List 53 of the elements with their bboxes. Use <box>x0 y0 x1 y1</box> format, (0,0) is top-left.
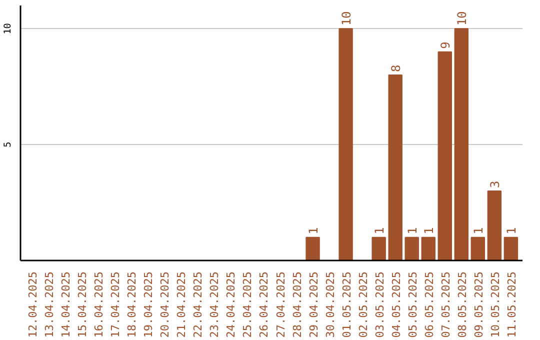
data-label: 1 <box>504 227 518 234</box>
x-tick-label: 11.05.2025 <box>505 271 518 338</box>
data-label: 1 <box>471 227 486 234</box>
x-tick-label: 05.05.2025 <box>406 271 420 338</box>
data-label: 10 <box>454 11 469 26</box>
data-label: 3 <box>488 180 502 188</box>
bar <box>454 28 469 260</box>
bar <box>388 74 402 260</box>
bar <box>438 51 452 260</box>
x-tick-label: 21.04.2025 <box>175 271 188 338</box>
x-tick-label: 15.04.2025 <box>76 271 90 338</box>
x-tick-label: 26.04.2025 <box>258 271 271 338</box>
x-tick-label: 28.04.2025 <box>290 271 304 338</box>
bar <box>470 236 486 260</box>
data-label: 1 <box>372 227 386 234</box>
x-tick-label: 22.04.2025 <box>192 271 205 338</box>
x-tick-label: 10.05.2025 <box>488 271 502 338</box>
data-label: 1 <box>422 227 436 234</box>
y-tick-label: 5 <box>2 142 14 148</box>
x-tick-label: 30.04.2025 <box>324 271 337 338</box>
x-tick-label: 09.05.2025 <box>472 271 486 338</box>
x-tick-label: 13.04.2025 <box>43 271 56 338</box>
data-label: 1 <box>306 227 320 234</box>
data-label: 8 <box>388 64 403 72</box>
x-tick-label: 27.04.2025 <box>274 271 288 338</box>
x-tick-label: 03.05.2025 <box>373 271 386 338</box>
x-tick-label: 29.04.2025 <box>307 271 320 338</box>
x-tick-label: 14.04.2025 <box>60 271 73 338</box>
bar <box>487 190 502 260</box>
data-label: 1 <box>405 227 420 234</box>
x-tick-label: 23.04.2025 <box>208 271 222 338</box>
x-tick-label: 06.05.2025 <box>422 271 436 338</box>
x-tick-label: 01.05.2025 <box>340 271 354 338</box>
bar <box>372 236 386 260</box>
x-tick-label: 02.05.2025 <box>356 271 370 338</box>
bar <box>306 236 320 260</box>
x-tick-label: 08.05.2025 <box>456 271 469 338</box>
x-tick-label: 16.04.2025 <box>92 271 106 338</box>
x-tick-label: 17.04.2025 <box>109 271 122 338</box>
x-tick-label: 18.04.2025 <box>126 271 139 338</box>
x-tick-label: 24.04.2025 <box>224 271 238 338</box>
bar <box>504 236 518 260</box>
x-tick-label: 07.05.2025 <box>439 271 452 338</box>
x-tick-label: 19.04.2025 <box>142 271 156 338</box>
data-label: 9 <box>438 42 452 49</box>
x-tick-label: 25.04.2025 <box>241 271 254 338</box>
x-tick-label: 12.04.2025 <box>26 271 40 338</box>
bar <box>421 236 436 260</box>
data-label: 10 <box>339 11 354 26</box>
x-tick-label: 04.05.2025 <box>390 271 403 338</box>
bar <box>338 28 353 260</box>
bar <box>404 236 419 260</box>
x-tick-label: 20.04.2025 <box>158 271 172 338</box>
